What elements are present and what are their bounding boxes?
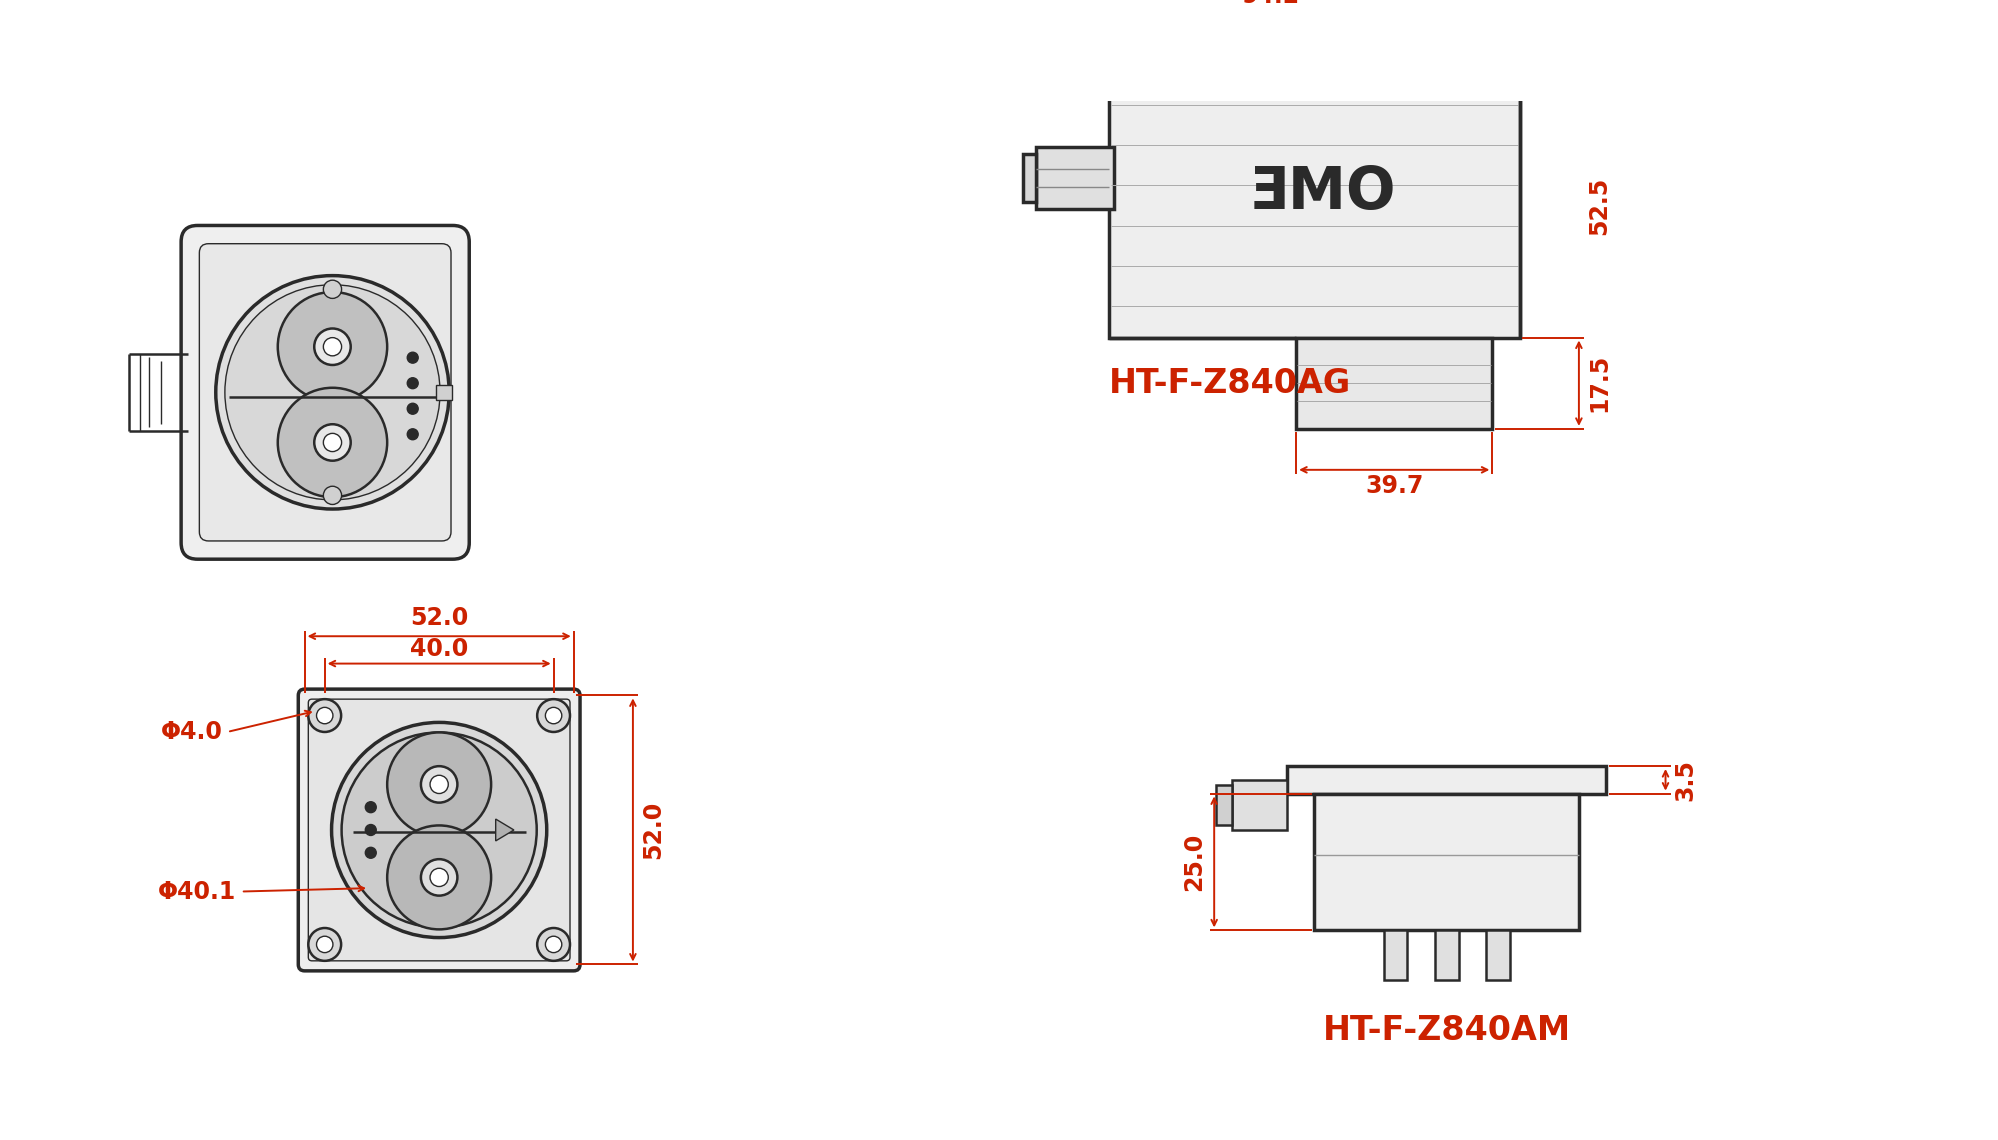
Circle shape	[324, 433, 342, 451]
Circle shape	[342, 732, 537, 928]
FancyBboxPatch shape	[200, 244, 452, 542]
Circle shape	[308, 928, 342, 961]
Circle shape	[537, 928, 569, 961]
Circle shape	[408, 429, 418, 440]
Bar	[436, 385, 452, 400]
Circle shape	[324, 280, 342, 299]
Bar	[1217, 785, 1233, 824]
Circle shape	[316, 936, 334, 953]
Circle shape	[278, 388, 388, 497]
Circle shape	[314, 328, 352, 365]
Circle shape	[388, 732, 492, 837]
Circle shape	[545, 936, 561, 953]
Bar	[1109, 73, 1520, 337]
Circle shape	[308, 699, 342, 732]
Bar	[1435, 930, 1459, 980]
Bar	[1233, 780, 1287, 830]
Bar	[1315, 793, 1578, 930]
Text: 52.5: 52.5	[1586, 177, 1610, 235]
Polygon shape	[496, 819, 513, 841]
Circle shape	[366, 824, 376, 836]
Circle shape	[408, 352, 418, 364]
Text: 39.7: 39.7	[1365, 474, 1423, 498]
Text: ƎMO: ƎMO	[1249, 164, 1397, 221]
Bar	[1287, 766, 1606, 793]
FancyBboxPatch shape	[308, 699, 569, 961]
Bar	[1023, 154, 1037, 202]
Text: Φ4.0: Φ4.0	[160, 720, 222, 744]
Circle shape	[422, 766, 458, 803]
Text: 17.5: 17.5	[1586, 355, 1610, 413]
Text: 94.2: 94.2	[1243, 0, 1301, 8]
Bar	[1297, 337, 1493, 429]
Circle shape	[314, 424, 352, 461]
Circle shape	[324, 337, 342, 356]
Circle shape	[366, 847, 376, 858]
Text: 25.0: 25.0	[1183, 833, 1207, 891]
Bar	[1385, 930, 1407, 980]
Circle shape	[366, 801, 376, 813]
Circle shape	[316, 707, 334, 724]
Text: 40.0: 40.0	[410, 637, 468, 661]
Circle shape	[226, 285, 440, 500]
Circle shape	[430, 775, 448, 793]
Circle shape	[278, 292, 388, 401]
Circle shape	[216, 276, 450, 510]
Circle shape	[537, 699, 569, 732]
Circle shape	[408, 404, 418, 414]
Bar	[1487, 930, 1510, 980]
Text: 52.0: 52.0	[641, 801, 665, 860]
FancyBboxPatch shape	[182, 226, 470, 560]
Circle shape	[324, 487, 342, 505]
Text: 3.5: 3.5	[1674, 759, 1698, 800]
Text: HT-F-Z840AG: HT-F-Z840AG	[1109, 367, 1351, 400]
Circle shape	[332, 723, 547, 937]
FancyBboxPatch shape	[298, 689, 579, 971]
Circle shape	[408, 377, 418, 389]
Circle shape	[430, 869, 448, 887]
Circle shape	[545, 707, 561, 724]
Circle shape	[388, 825, 492, 929]
Text: HT-F-Z840AM: HT-F-Z840AM	[1323, 1015, 1570, 1047]
Text: Φ40.1: Φ40.1	[158, 880, 236, 904]
Bar	[1037, 147, 1115, 209]
Circle shape	[422, 860, 458, 896]
Text: 52.0: 52.0	[410, 606, 468, 630]
